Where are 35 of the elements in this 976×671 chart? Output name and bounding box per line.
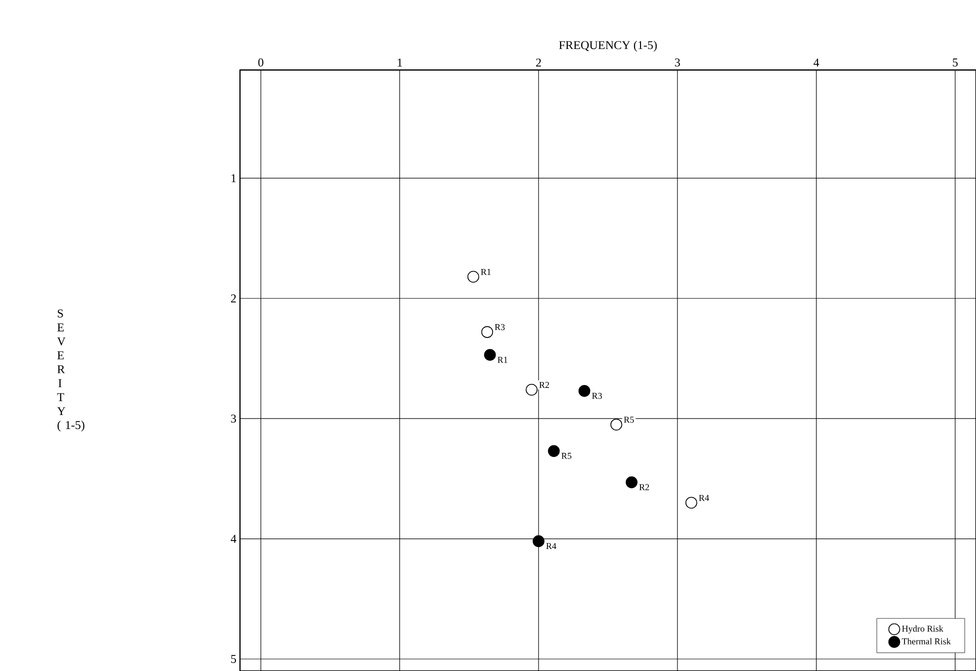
data-label: R5 [562,452,572,459]
point [484,348,496,361]
x-tick-label: 0 [258,58,264,66]
point [548,445,560,457]
point [626,476,638,488]
x-tick-label: 1 [398,58,402,66]
legend-label: Thermal Risk [902,638,951,644]
x-tick-label: 4 [814,58,820,66]
legend-label: Hydro Risk [902,625,944,634]
point [685,496,698,509]
y-tick-label: 1 [232,174,236,182]
x-axis-title: FREQUENCY (1-5) [559,40,657,52]
x-tick-label: 3 [675,58,680,66]
point [467,270,480,283]
data-label: R1 [480,268,491,275]
data-label: R4 [698,494,710,501]
data-label: R5 [624,416,634,423]
data-label: R3 [592,392,602,399]
y-tick-label: 5 [231,655,236,663]
point [481,326,494,338]
point [532,535,544,548]
data-label: R1 [498,356,508,363]
data-label: R3 [494,324,505,330]
data-label: R2 [639,484,649,490]
text: S E V E R I T Y ( 1-5) [57,309,84,432]
y-tick-label: 4 [230,534,236,543]
point [526,384,538,396]
y-tick-label: 3 [231,414,236,423]
data-label: R4 [546,543,556,549]
x-tick-label: 2 [536,58,541,66]
point [610,418,622,430]
x-tick-label: 5 [952,58,958,66]
data-label: R2 [539,382,549,388]
point [578,385,590,397]
y-tick-label: 2 [231,294,236,302]
